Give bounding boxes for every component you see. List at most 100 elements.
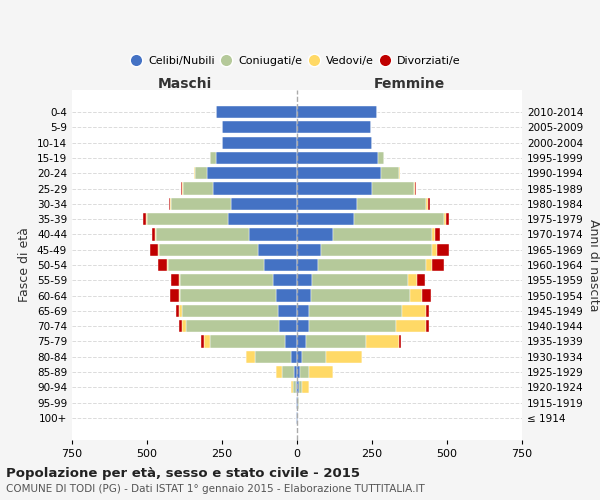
Bar	[228, 213, 297, 225]
Bar	[354, 213, 444, 225]
Bar	[207, 167, 297, 179]
Bar	[432, 228, 435, 240]
Bar	[180, 290, 276, 302]
Bar	[427, 198, 430, 210]
Bar	[258, 244, 297, 256]
Bar	[309, 366, 333, 378]
Bar	[156, 228, 249, 240]
Text: Femmine: Femmine	[374, 76, 445, 90]
Bar	[297, 305, 309, 317]
Bar	[366, 336, 399, 347]
Bar	[312, 274, 408, 286]
Bar	[417, 274, 425, 286]
Bar	[437, 244, 449, 256]
Bar	[444, 213, 445, 225]
Bar	[297, 336, 306, 347]
Bar	[302, 350, 325, 363]
Bar	[285, 336, 297, 347]
Bar	[297, 412, 298, 424]
Bar	[302, 382, 309, 394]
Bar	[183, 182, 213, 194]
Bar	[291, 350, 297, 363]
Bar	[372, 182, 414, 194]
Bar	[276, 290, 297, 302]
Bar	[297, 290, 311, 302]
Bar	[255, 350, 291, 363]
Bar	[298, 396, 299, 409]
Bar	[381, 167, 399, 179]
Bar	[291, 382, 293, 394]
Bar	[321, 244, 432, 256]
Bar	[414, 182, 415, 194]
Bar	[297, 121, 371, 134]
Bar	[297, 182, 372, 194]
Bar	[309, 305, 402, 317]
Bar	[297, 167, 381, 179]
Bar	[169, 198, 170, 210]
Y-axis label: Fasce di età: Fasce di età	[19, 228, 31, 302]
Bar	[143, 213, 146, 225]
Bar	[182, 320, 186, 332]
Bar	[195, 167, 207, 179]
Bar	[276, 366, 282, 378]
Bar	[297, 320, 309, 332]
Bar	[426, 305, 429, 317]
Bar	[296, 382, 297, 394]
Bar	[157, 259, 167, 271]
Bar	[421, 290, 431, 302]
Bar	[297, 106, 377, 118]
Bar	[294, 366, 297, 378]
Bar	[296, 396, 297, 409]
Bar	[210, 336, 285, 347]
Bar	[415, 182, 416, 194]
Bar	[146, 213, 147, 225]
Bar	[297, 396, 298, 409]
Bar	[426, 198, 427, 210]
Bar	[432, 244, 437, 256]
Bar	[155, 228, 156, 240]
Bar	[357, 198, 426, 210]
Bar	[159, 244, 258, 256]
Bar	[426, 259, 432, 271]
Bar	[249, 228, 297, 240]
Text: COMUNE DI TODI (PG) - Dati ISTAT 1° gennaio 2015 - Elaborazione TUTTITALIA.IT: COMUNE DI TODI (PG) - Dati ISTAT 1° genn…	[6, 484, 425, 494]
Bar	[297, 228, 333, 240]
Bar	[170, 198, 171, 210]
Bar	[277, 305, 297, 317]
Legend: Celibi/Nubili, Coniugati/e, Vedovi/e, Divorziati/e: Celibi/Nubili, Coniugati/e, Vedovi/e, Di…	[128, 50, 466, 72]
Bar	[179, 320, 182, 332]
Bar	[231, 198, 297, 210]
Bar	[300, 366, 309, 378]
Bar	[186, 320, 279, 332]
Bar	[297, 244, 321, 256]
Bar	[309, 320, 396, 332]
Bar	[399, 167, 400, 179]
Bar	[150, 244, 157, 256]
Bar	[213, 182, 297, 194]
Bar	[157, 244, 159, 256]
Bar	[299, 382, 302, 394]
Bar	[297, 366, 300, 378]
Text: Maschi: Maschi	[157, 76, 212, 90]
Bar	[179, 274, 180, 286]
Bar	[170, 290, 179, 302]
Bar	[297, 136, 372, 148]
Bar	[318, 259, 426, 271]
Y-axis label: Anni di nascita: Anni di nascita	[587, 219, 600, 311]
Bar	[402, 305, 426, 317]
Bar	[222, 121, 297, 134]
Bar	[297, 259, 318, 271]
Bar	[216, 106, 297, 118]
Bar	[435, 228, 439, 240]
Text: Popolazione per età, sesso e stato civile - 2015: Popolazione per età, sesso e stato civil…	[6, 468, 360, 480]
Bar	[378, 152, 384, 164]
Bar	[216, 152, 297, 164]
Bar	[282, 366, 294, 378]
Bar	[181, 182, 182, 194]
Bar	[264, 259, 297, 271]
Bar	[222, 136, 297, 148]
Bar	[297, 274, 312, 286]
Bar	[297, 350, 302, 363]
Bar	[167, 259, 168, 271]
Bar	[297, 382, 299, 394]
